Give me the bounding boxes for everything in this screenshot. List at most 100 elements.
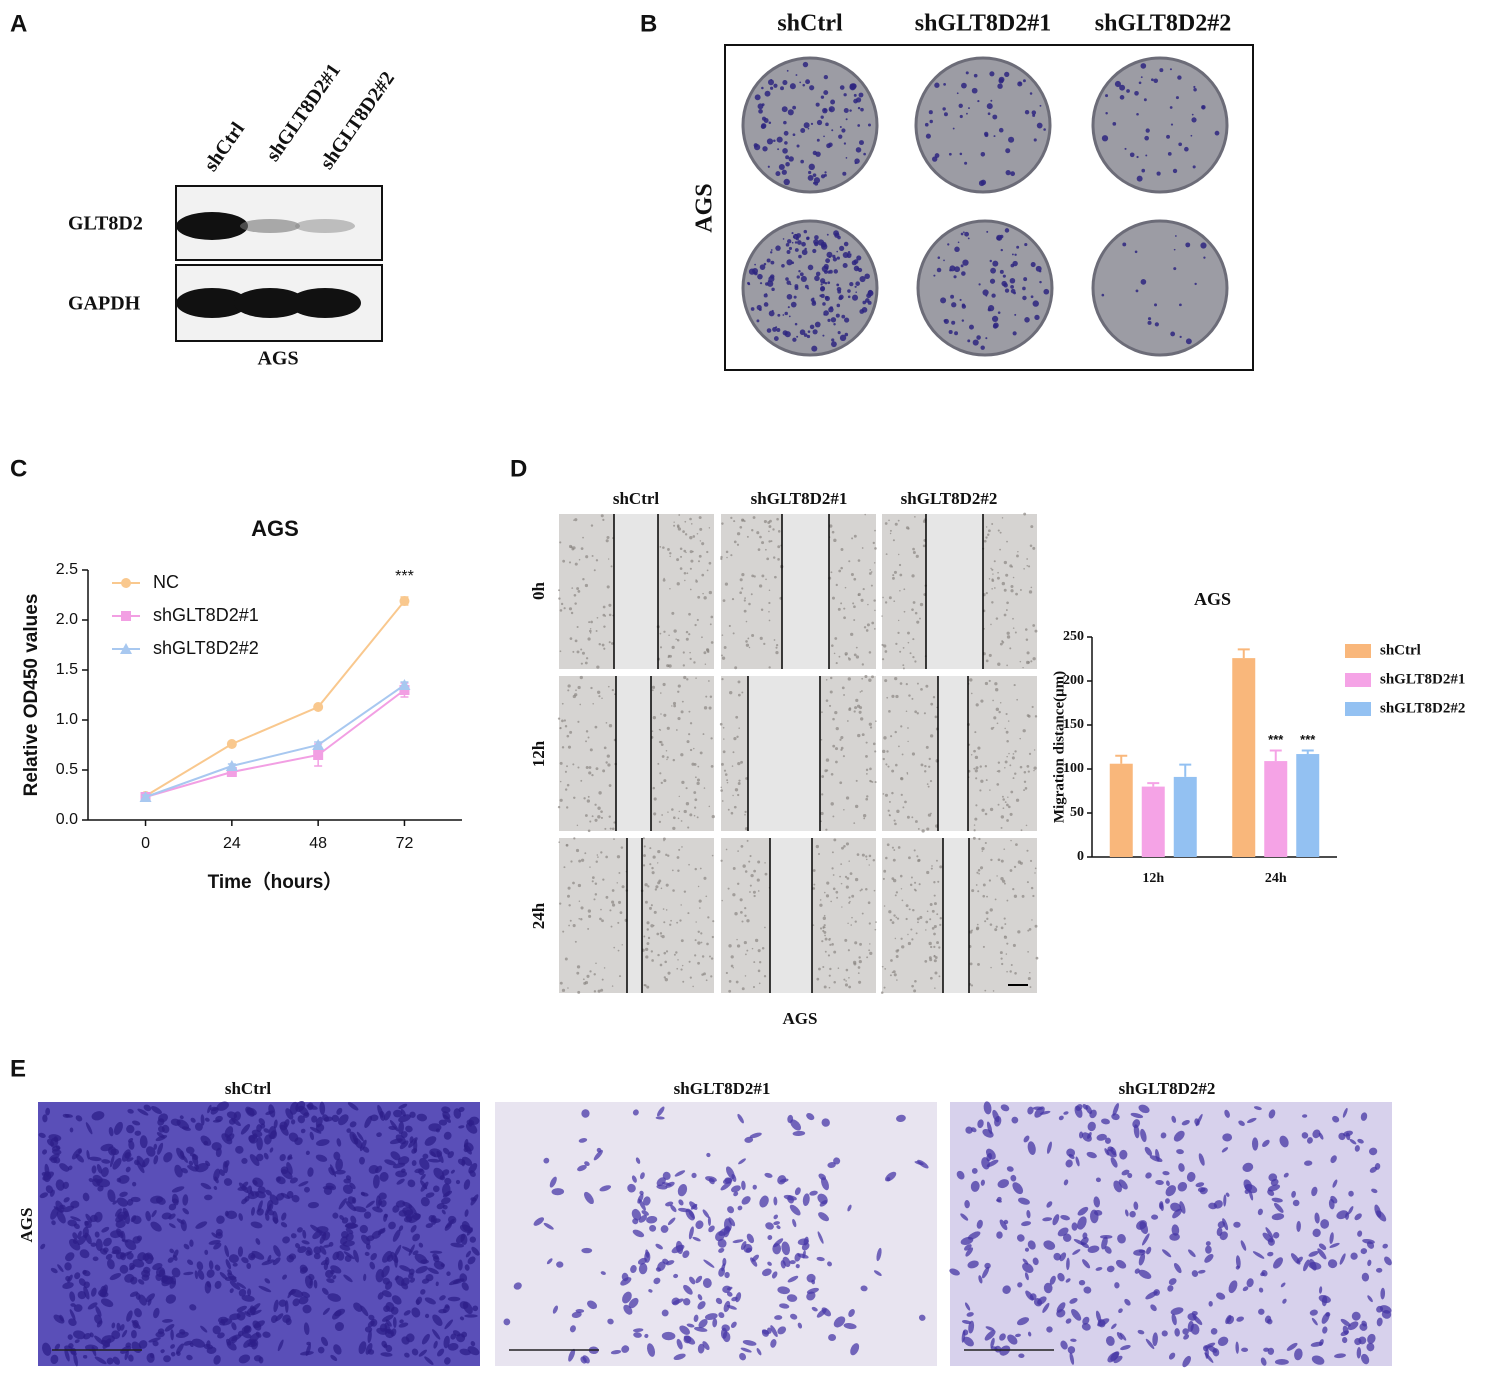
cell (384, 1110, 391, 1121)
y-tick-label: 250 (1063, 629, 1084, 644)
cell (857, 559, 861, 562)
cell (743, 609, 747, 613)
colony (849, 253, 852, 255)
cell (644, 883, 648, 887)
cell (864, 513, 866, 516)
cell (847, 949, 850, 952)
cell (575, 689, 577, 692)
cell (321, 1287, 329, 1295)
cell (1012, 1182, 1024, 1195)
cell (1111, 1323, 1117, 1330)
cell (680, 939, 684, 943)
cell (1029, 859, 1033, 863)
cell (678, 795, 680, 798)
colony (1169, 68, 1172, 71)
cell (661, 1309, 669, 1317)
cell (587, 1300, 598, 1310)
cell (660, 713, 662, 715)
cell (673, 1273, 679, 1279)
cell (699, 751, 703, 755)
cell (429, 1148, 443, 1158)
cell (886, 843, 890, 847)
cell (812, 924, 815, 926)
cell (919, 915, 923, 919)
cell (651, 685, 656, 689)
colony (967, 237, 970, 240)
colony (1039, 280, 1042, 284)
cell (603, 647, 606, 650)
colony (991, 293, 996, 298)
cell (457, 1259, 463, 1271)
colony (1172, 168, 1178, 174)
cell (646, 985, 650, 989)
cell (587, 637, 591, 641)
cell (614, 693, 616, 695)
colony (759, 282, 763, 285)
colony (1030, 295, 1034, 299)
cell (1010, 963, 1013, 966)
cell (903, 588, 906, 591)
cell (1187, 1313, 1197, 1321)
colony (828, 306, 834, 313)
cell (330, 1354, 338, 1361)
cell (551, 1188, 565, 1196)
cell (289, 1101, 299, 1115)
cell (977, 868, 981, 872)
cell (974, 817, 978, 821)
x-tick-label: 24h (1265, 871, 1287, 886)
cell (1062, 1233, 1072, 1242)
cell (847, 1204, 852, 1212)
cell (893, 570, 897, 574)
cell (997, 571, 999, 574)
cell (672, 701, 677, 706)
cell (979, 765, 982, 768)
cell (894, 937, 897, 940)
cell (699, 907, 701, 909)
cell (215, 1147, 222, 1158)
cell (346, 1128, 352, 1133)
cell (300, 1128, 306, 1134)
cell (764, 872, 768, 876)
cell (914, 1161, 924, 1166)
colony (768, 121, 772, 125)
colony (1010, 263, 1015, 268)
cell (646, 921, 650, 925)
cell (132, 1181, 137, 1187)
cell (1225, 1314, 1232, 1325)
cell (601, 697, 603, 700)
cell (984, 1262, 991, 1269)
colony (1191, 113, 1194, 116)
cell (819, 903, 823, 907)
cell (739, 1352, 747, 1361)
cell (73, 1353, 78, 1367)
cell (873, 599, 876, 602)
cell (991, 579, 995, 583)
cell (1001, 640, 1004, 643)
cell (736, 543, 740, 546)
cell (1056, 1309, 1066, 1318)
cell (1357, 1230, 1363, 1237)
cell (676, 558, 680, 562)
cell (703, 706, 708, 710)
cell (1001, 879, 1006, 883)
cell (873, 1270, 882, 1276)
cell (126, 1310, 133, 1322)
cell (1029, 544, 1033, 547)
cell (893, 849, 896, 851)
cell (869, 943, 871, 945)
cell (880, 991, 884, 994)
cell (459, 1316, 465, 1321)
cell (82, 1355, 88, 1359)
cell (790, 1119, 802, 1131)
cell (95, 1238, 103, 1252)
cell (1311, 1355, 1325, 1365)
cell (562, 930, 565, 933)
cell (775, 651, 779, 655)
cell (1219, 1231, 1228, 1241)
cell (584, 661, 588, 665)
legend-marker (121, 578, 131, 588)
colony (1200, 242, 1207, 249)
cell (933, 945, 936, 949)
cell (652, 855, 656, 859)
